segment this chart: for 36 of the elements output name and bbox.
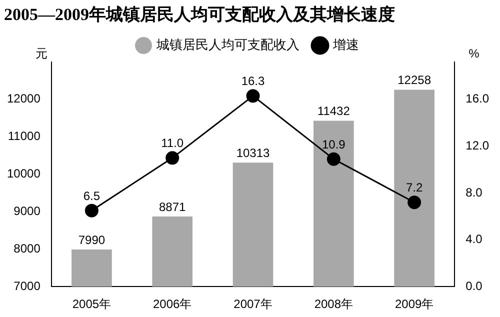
y-tick-label: 9000 — [14, 204, 41, 218]
y-axis-title: 元 — [35, 46, 48, 60]
data-label: 7.2 — [406, 180, 423, 195]
y2-tick-label: 8.0 — [466, 185, 483, 200]
x-tick-label: 2005年 — [72, 297, 112, 312]
y-tick-label: 7000 — [14, 278, 41, 293]
chart-title: 2005—2009年城镇居民人均可支配收入及其增长速度 — [3, 4, 396, 25]
data-label: 12258 — [398, 73, 432, 88]
y2-tick-label: 4.0 — [466, 232, 483, 246]
y2-tick-label: 0.0 — [466, 278, 483, 293]
point — [166, 151, 180, 165]
point — [84, 204, 98, 218]
x-tick-label: 2009年 — [394, 297, 434, 312]
y-tick-label: 12000 — [6, 92, 41, 106]
y2-tick-label: 12.0 — [466, 138, 490, 153]
y2-tick-label: 16.0 — [466, 92, 490, 106]
data-label: 16.3 — [241, 74, 266, 88]
data-label: 10.9 — [322, 137, 346, 152]
x-tick-label: 2008年 — [314, 297, 354, 312]
point — [326, 152, 340, 166]
legend-label: 城镇居民人均可支配收入 — [156, 37, 300, 52]
y-tick-label: 10000 — [6, 166, 41, 181]
data-label: 8871 — [159, 200, 186, 214]
y-tick-label: 11000 — [8, 129, 41, 144]
point — [408, 196, 422, 210]
data-label: 6.5 — [83, 188, 100, 203]
data-label: 11.0 — [161, 136, 184, 150]
y-tick-label: 8000 — [14, 241, 41, 256]
data-label: 11432 — [317, 104, 350, 118]
y2-axis-title: % — [468, 46, 480, 60]
x-tick-label: 2006年 — [153, 297, 192, 312]
data-label: 10313 — [236, 146, 270, 160]
x-tick-label: 2007年 — [234, 297, 272, 312]
data-label: 7990 — [78, 232, 106, 247]
point — [246, 89, 260, 103]
legend-label: 增速 — [332, 37, 359, 52]
